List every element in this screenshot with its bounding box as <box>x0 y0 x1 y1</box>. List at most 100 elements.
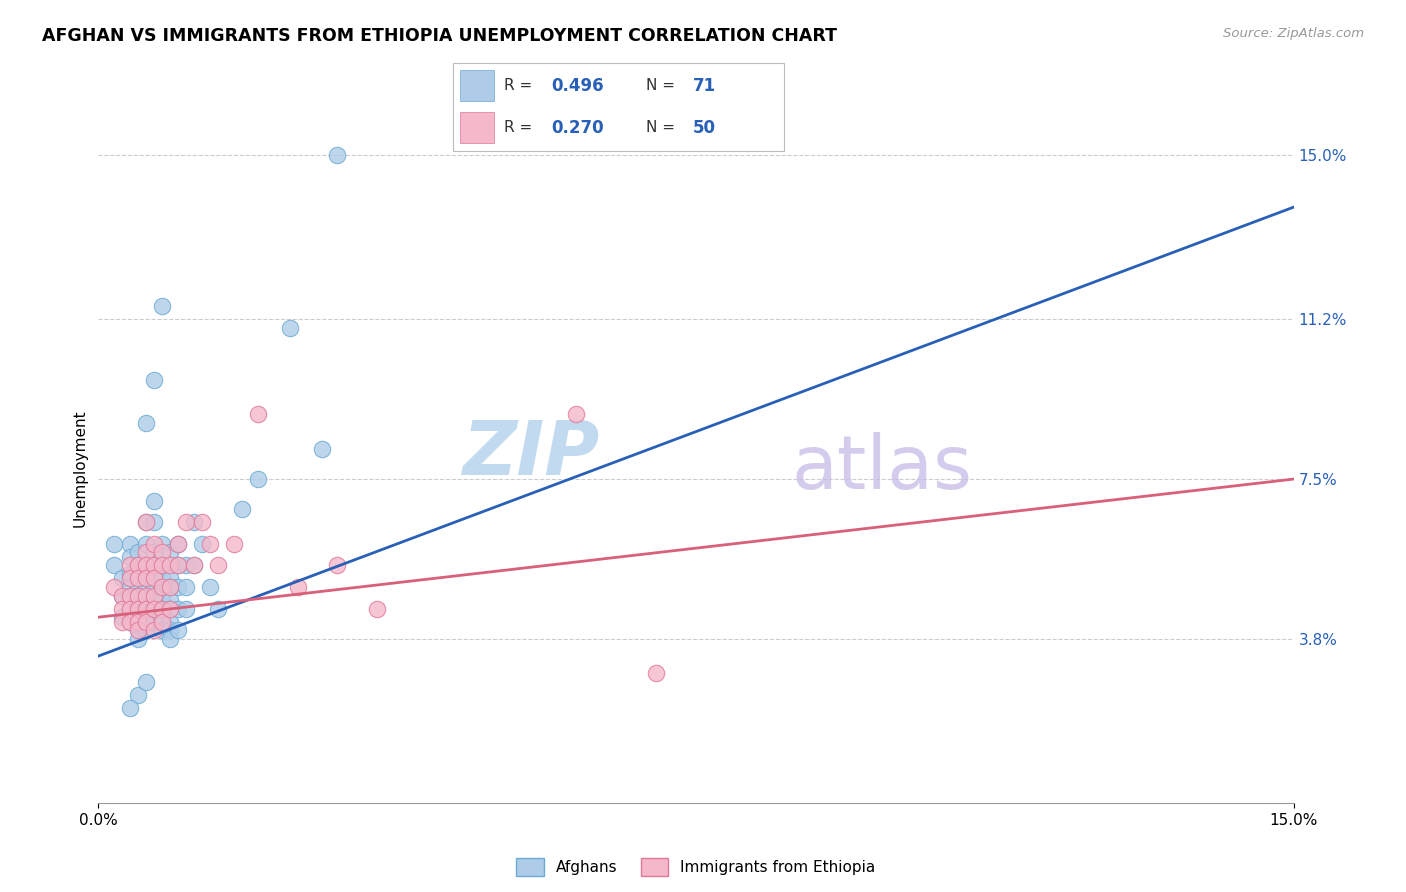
Point <box>191 515 214 529</box>
Point <box>150 615 173 629</box>
Point <box>143 601 166 615</box>
Point <box>167 601 190 615</box>
Point <box>135 623 157 637</box>
Point <box>159 571 181 585</box>
Point <box>135 601 157 615</box>
Point <box>143 580 166 594</box>
Point <box>150 545 173 559</box>
Y-axis label: Unemployment: Unemployment <box>72 409 87 527</box>
Point <box>150 558 173 573</box>
Point <box>111 589 134 603</box>
Point <box>159 601 181 615</box>
Point <box>150 580 173 594</box>
Text: 0.270: 0.270 <box>551 119 603 136</box>
Point <box>159 558 181 573</box>
Point <box>143 545 166 559</box>
Legend: Afghans, Immigrants from Ethiopia: Afghans, Immigrants from Ethiopia <box>510 852 882 882</box>
Point <box>135 601 157 615</box>
Text: R =: R = <box>503 120 537 135</box>
Point <box>135 675 157 690</box>
Point <box>159 558 181 573</box>
Point <box>167 623 190 637</box>
Point <box>127 567 149 582</box>
Point <box>326 558 349 573</box>
Point <box>127 558 149 573</box>
Point <box>159 601 181 615</box>
Point <box>143 558 166 573</box>
Point <box>135 558 157 573</box>
Text: ZIP: ZIP <box>463 418 600 491</box>
Point <box>127 688 149 702</box>
Point <box>111 615 134 629</box>
Point <box>120 615 142 629</box>
Point <box>143 601 166 615</box>
Point <box>120 701 142 715</box>
Text: 0.496: 0.496 <box>551 77 603 95</box>
Point <box>120 549 142 564</box>
Text: atlas: atlas <box>792 432 973 505</box>
Point <box>135 515 157 529</box>
Point <box>120 567 142 582</box>
Text: 50: 50 <box>693 119 716 136</box>
Point <box>127 589 149 603</box>
Point <box>326 148 349 162</box>
Point <box>120 589 142 603</box>
Point <box>120 537 142 551</box>
Point <box>127 545 149 559</box>
Point <box>143 515 166 529</box>
Text: Source: ZipAtlas.com: Source: ZipAtlas.com <box>1223 27 1364 40</box>
Point <box>135 593 157 607</box>
Point <box>135 416 157 430</box>
Text: N =: N = <box>645 78 679 93</box>
FancyBboxPatch shape <box>453 63 785 151</box>
Point <box>135 515 157 529</box>
Point <box>150 615 173 629</box>
Point <box>120 589 142 603</box>
Point <box>127 615 149 629</box>
Point <box>207 601 229 615</box>
Point <box>150 558 173 573</box>
Point <box>231 502 253 516</box>
Point <box>120 571 142 585</box>
Point <box>135 571 157 585</box>
Point <box>103 580 125 594</box>
Point <box>150 537 173 551</box>
Point <box>127 623 149 637</box>
Point <box>127 558 149 573</box>
Point <box>183 558 205 573</box>
Point <box>174 601 197 615</box>
Point <box>135 537 157 551</box>
Point <box>174 558 197 573</box>
Point <box>183 515 205 529</box>
Point <box>120 601 142 615</box>
Text: 71: 71 <box>693 77 716 95</box>
Point <box>135 580 157 594</box>
Point <box>246 408 269 422</box>
Point <box>143 589 166 603</box>
Point <box>120 601 142 615</box>
Point <box>127 601 149 615</box>
Point <box>174 580 197 594</box>
Point <box>111 571 134 585</box>
Point <box>645 666 668 681</box>
Point <box>159 545 181 559</box>
Point <box>150 623 173 637</box>
Point <box>135 615 157 629</box>
Point <box>287 580 309 594</box>
Point <box>127 571 149 585</box>
Point <box>183 558 205 573</box>
Point <box>191 537 214 551</box>
Point <box>143 571 166 585</box>
Point <box>143 373 166 387</box>
Point <box>150 580 173 594</box>
Point <box>135 615 157 629</box>
Point <box>174 515 197 529</box>
Point <box>143 615 166 629</box>
Point <box>135 558 157 573</box>
Point <box>207 558 229 573</box>
Text: R =: R = <box>503 78 537 93</box>
Point <box>127 610 149 624</box>
Point <box>167 537 190 551</box>
Point <box>127 589 149 603</box>
Point <box>159 580 181 594</box>
